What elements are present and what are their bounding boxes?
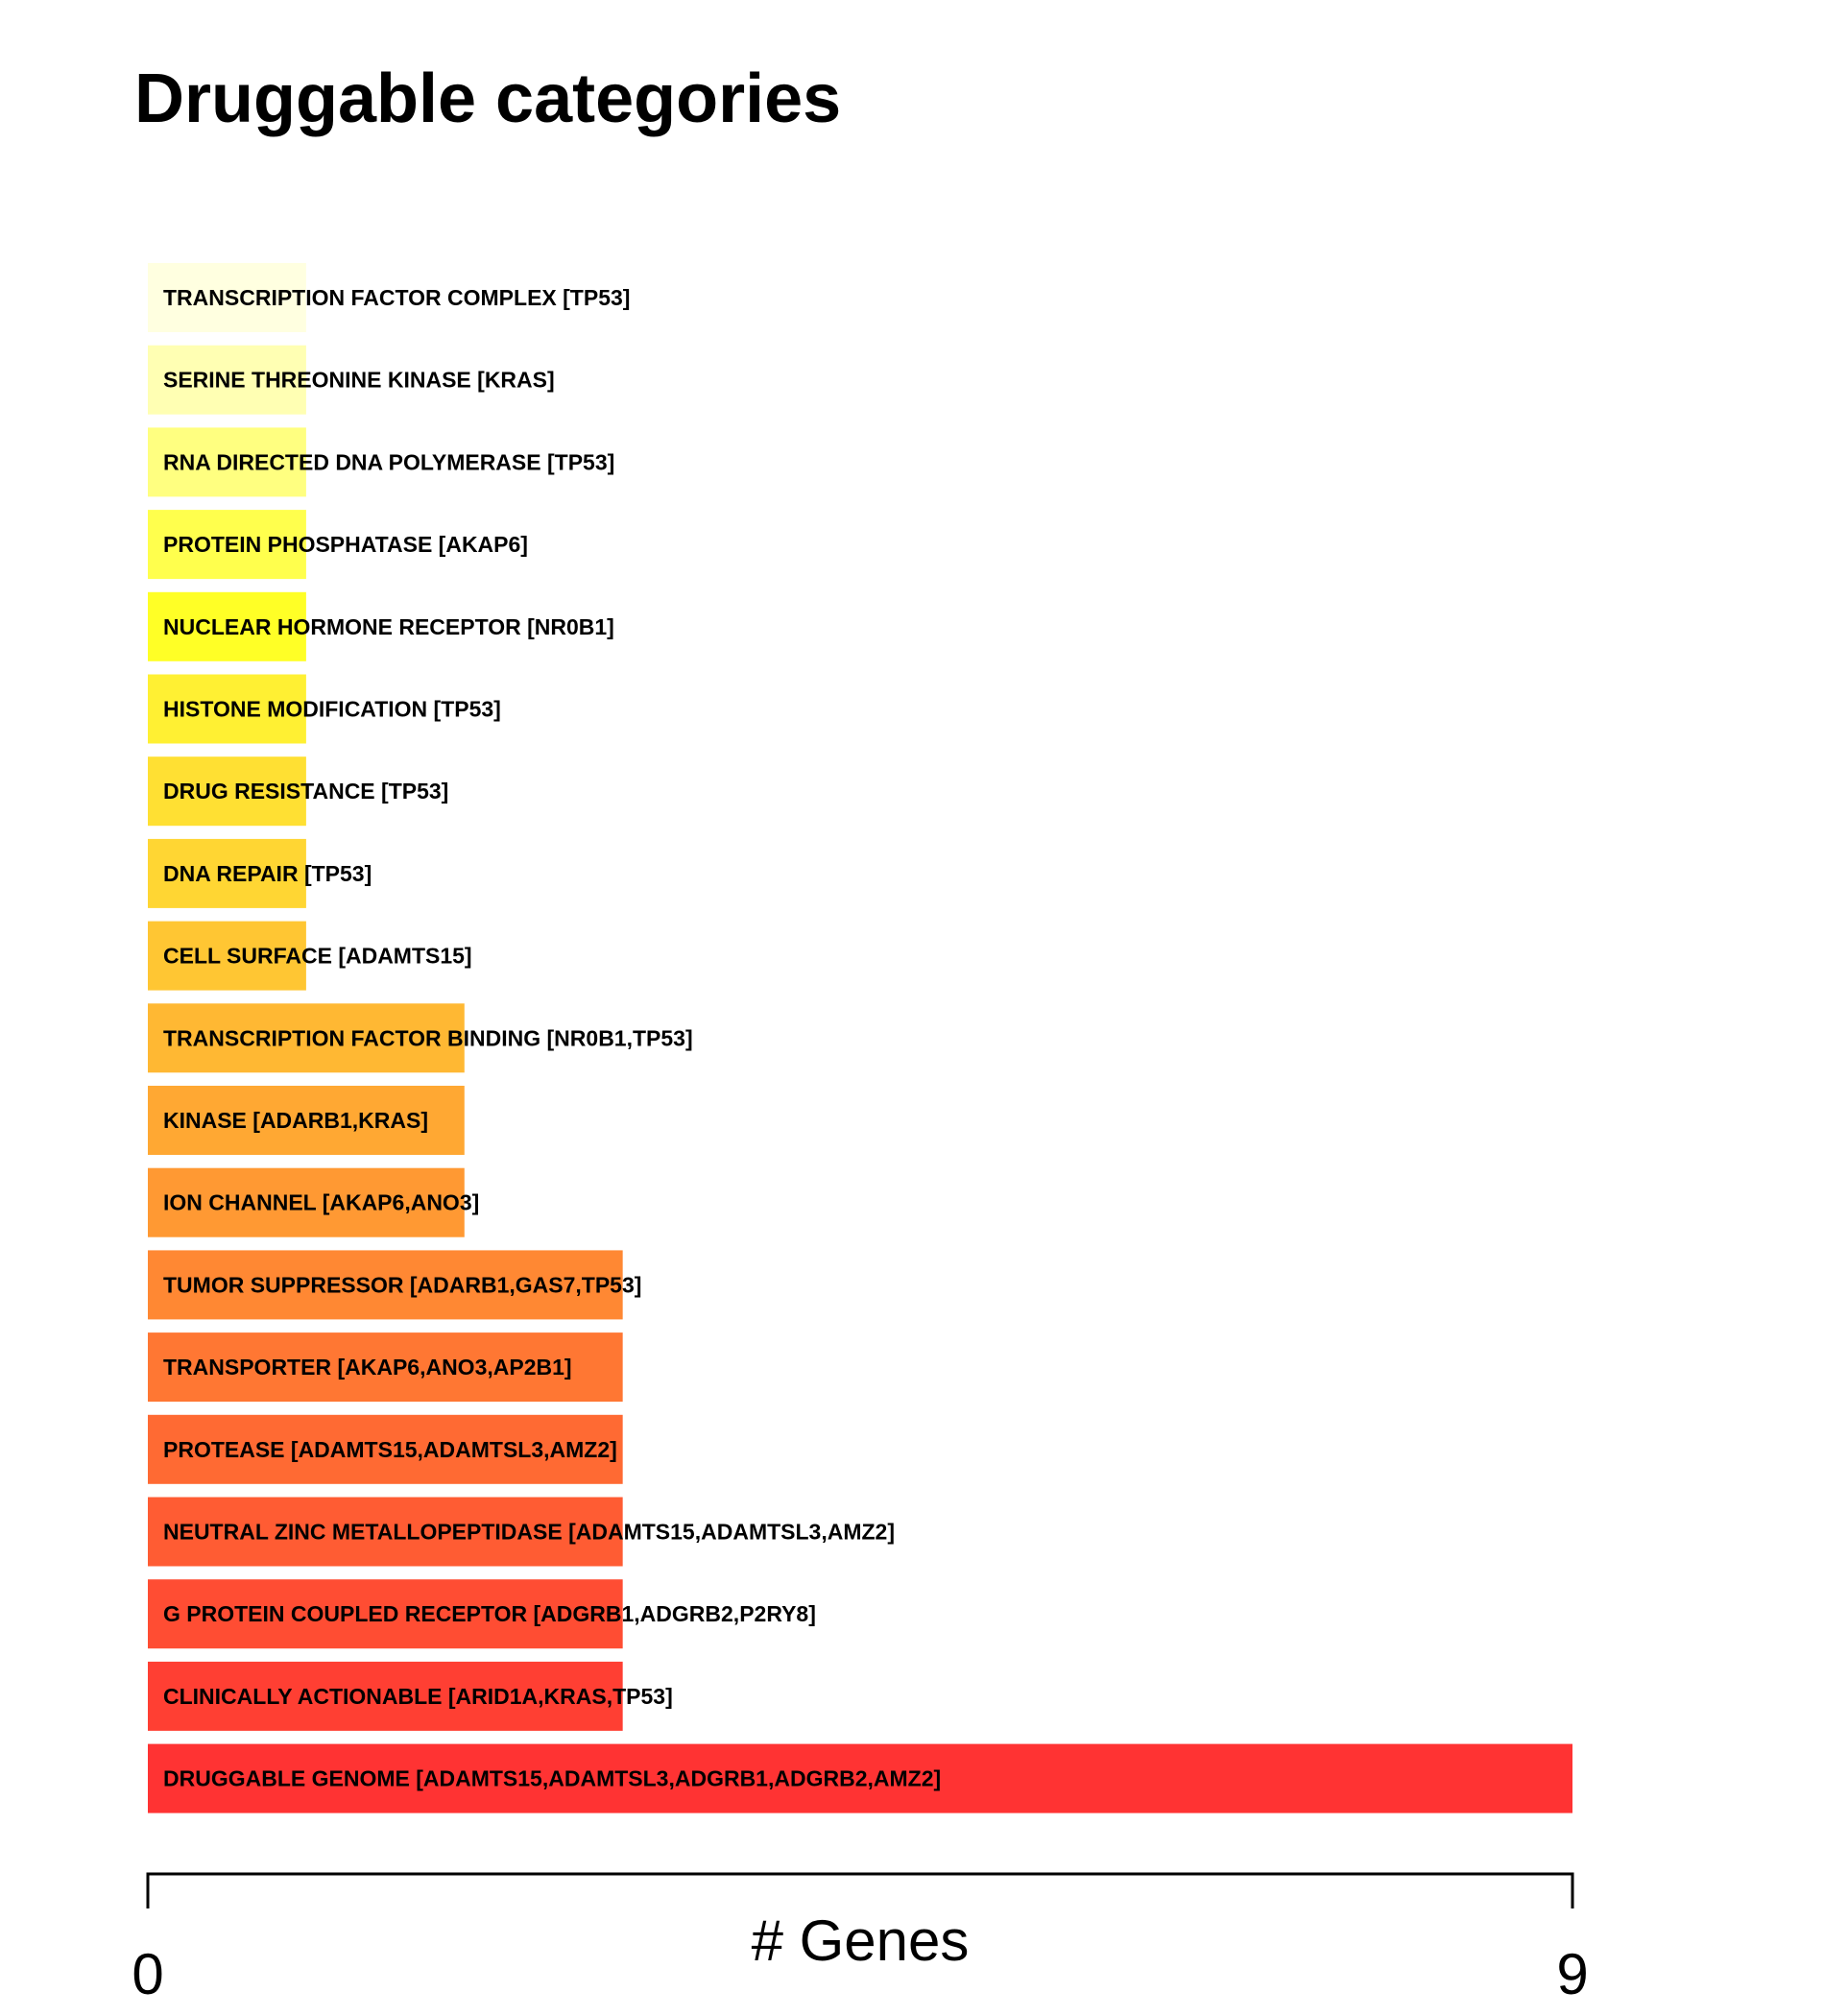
bar-9 [148,1003,465,1073]
bar-label-18: DRUGGABLE GENOME [ADAMTS15,ADAMTSL3,ADGR… [163,1766,941,1791]
x-axis-title: # Genes [752,1908,970,1973]
bar-label-8: CELL SURFACE [ADAMTS15] [163,944,472,969]
bar-3 [148,510,306,580]
bar-label-7: DNA REPAIR [TP53] [163,861,372,886]
bar-label-4: NUCLEAR HORMONE RECEPTOR [NR0B1] [163,614,614,639]
bars-group: TRANSCRIPTION FACTOR COMPLEX [TP53] SERIN… [148,263,1572,1813]
bar-5 [148,674,306,744]
bar-label-17: CLINICALLY ACTIONABLE [ARID1A,KRAS,TP53] [163,1684,673,1709]
x-tick-label-0: 0 [132,1942,163,2006]
chart-title: Druggable categories [134,60,842,137]
bar-label-16: G PROTEIN COUPLED RECEPTOR [ADGRB1,ADGRB… [163,1601,816,1626]
bar-label-5: HISTONE MODIFICATION [TP53] [163,697,501,722]
x-axis-line [146,1872,1574,1908]
bar-11 [148,1167,465,1237]
bar-label-2: RNA DIRECTED DNA POLYMERASE [TP53] [163,449,614,474]
bar-label-10: KINASE [ADARB1,KRAS] [163,1108,428,1133]
bar-17 [148,1661,623,1731]
bar-label-14: PROTEASE [ADAMTS15,ADAMTSL3,AMZ2] [163,1437,617,1462]
bar-2 [148,427,306,497]
bar-label-15: NEUTRAL ZINC METALLOPEPTIDASE [ADAMTS15,… [163,1520,895,1545]
bar-7 [148,838,306,908]
bar-13 [148,1332,623,1403]
bar-10 [148,1086,465,1155]
bar-12 [148,1250,623,1320]
bar-4 [148,591,306,661]
bar-label-3: PROTEIN PHOSPHATASE [AKAP6] [163,532,528,557]
bar-16 [148,1579,623,1649]
bar-18 [148,1743,1572,1813]
bar-label-11: ION CHANNEL [AKAP6,ANO3] [163,1190,479,1215]
bar-0 [148,263,306,332]
bar-label-9: TRANSCRIPTION FACTOR BINDING [NR0B1,TP53… [163,1025,693,1050]
bar-label-0: TRANSCRIPTION FACTOR COMPLEX [TP53] [163,285,630,310]
bar-6 [148,756,306,827]
bar-label-6: DRUG RESISTANCE [TP53] [163,779,448,804]
bar-label-12: TUMOR SUPPRESSOR [ADARB1,GAS7,TP53] [163,1272,641,1297]
bar-14 [148,1414,623,1484]
bar-15 [148,1497,623,1567]
x-axis: 0 9 # Genes [132,1872,1589,2006]
bar-label-1: SERINE THREONINE KINASE [KRAS] [163,368,555,393]
x-tick-label-9: 9 [1556,1942,1588,2006]
bar-8 [148,921,306,991]
bar-1 [148,345,306,415]
bar-label-13: TRANSPORTER [AKAP6,ANO3,AP2B1] [163,1355,572,1380]
